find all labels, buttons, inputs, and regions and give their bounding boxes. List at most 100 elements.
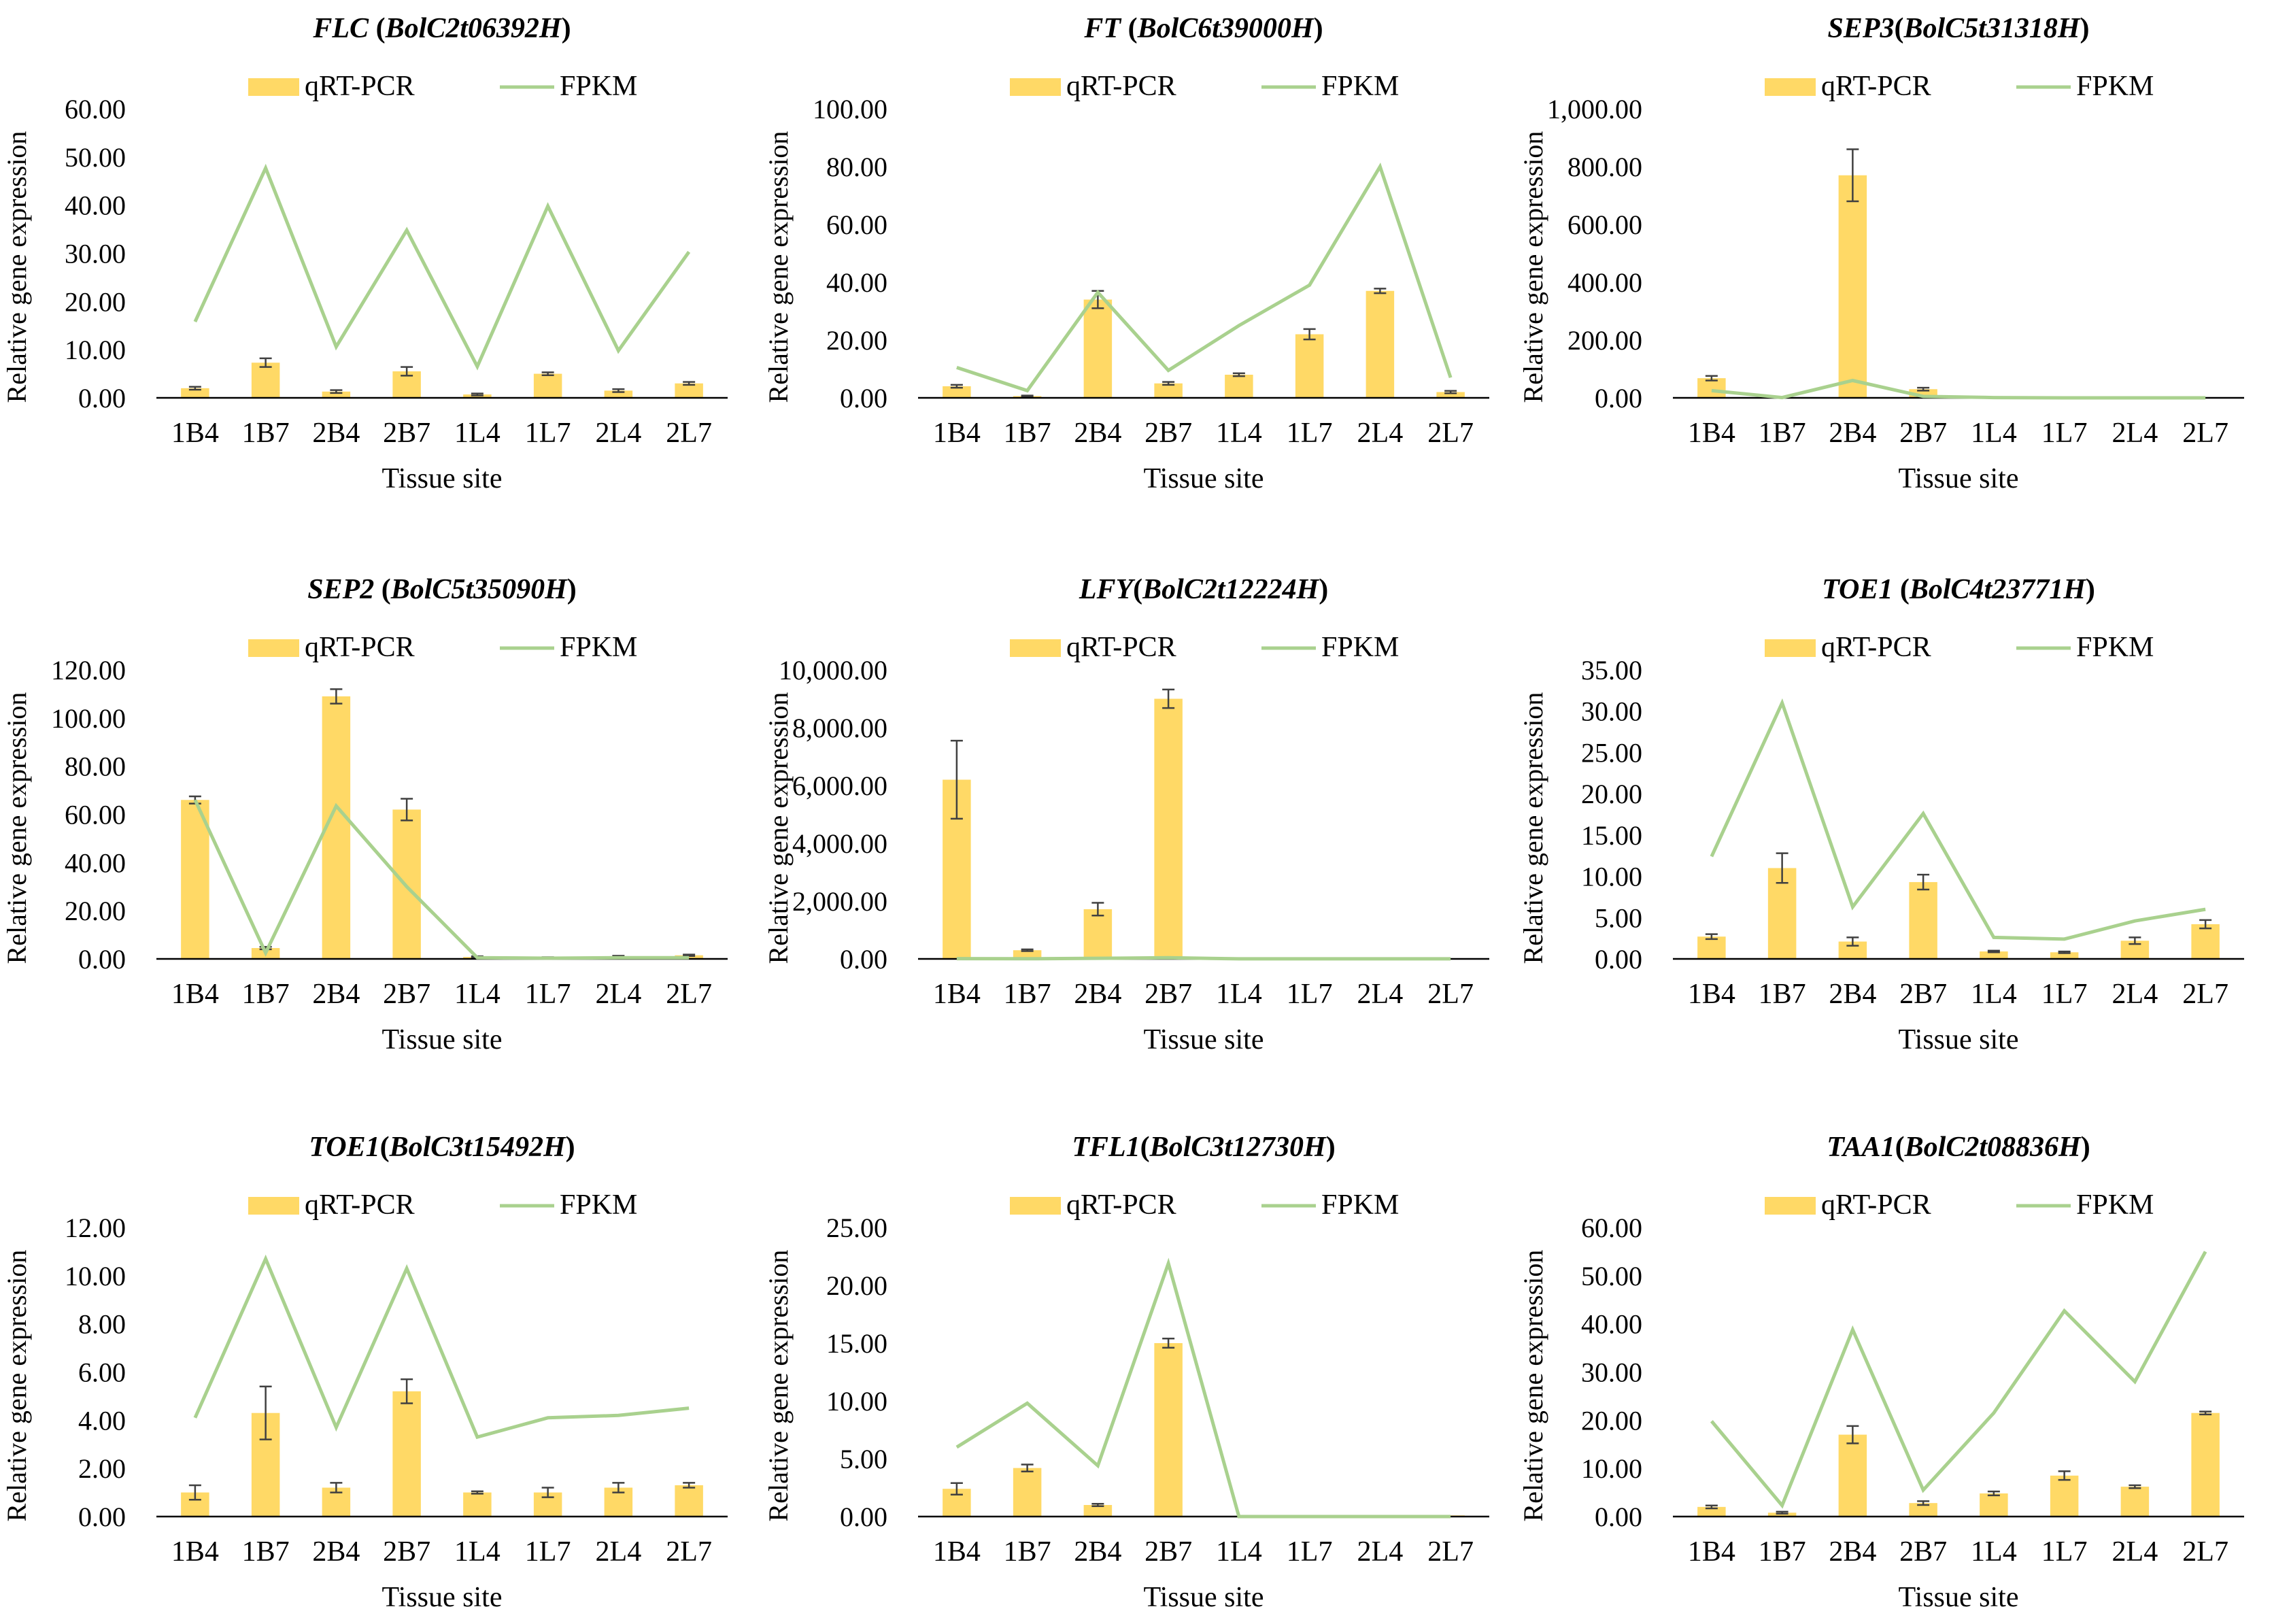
- bar-2B4: [1839, 175, 1867, 398]
- bar-series: [943, 288, 1465, 398]
- x-axis-label: Tissue site: [1143, 1582, 1264, 1613]
- x-tick-label: 1B4: [1688, 418, 1735, 449]
- error-bar-1B7: [1021, 396, 1034, 397]
- y-tick-label: 50.00: [1581, 1261, 1642, 1291]
- x-tick-label: 2B4: [312, 1536, 360, 1568]
- y-tick-label: 20.00: [65, 896, 126, 926]
- bar-series: [1697, 150, 2220, 399]
- y-axis-label: Relative gene expression: [1518, 1250, 1548, 1522]
- y-tick-label: 40.00: [65, 847, 126, 878]
- y-tick-label: 2.00: [78, 1453, 126, 1484]
- title-close-paren: ): [2086, 574, 2095, 605]
- y-tick-label: 5.00: [1595, 902, 1642, 933]
- x-tick-label: 2B4: [1829, 1536, 1876, 1568]
- x-tick-label: 2L4: [596, 1536, 642, 1568]
- y-tick-label: 0.00: [1595, 944, 1642, 975]
- y-tick-label: 0.00: [78, 1502, 126, 1532]
- x-tick-label: 2L4: [596, 979, 642, 1010]
- x-tick-label: 2L7: [666, 1536, 712, 1568]
- chart-title: FT (BolC6t39000H): [1083, 13, 1323, 44]
- x-tick-label: 2L4: [1357, 418, 1404, 449]
- x-tick-label: 1B4: [171, 979, 219, 1010]
- x-axis-label: Tissue site: [1143, 463, 1264, 494]
- chart-title: SEP2 (BolC5t35090H): [307, 574, 577, 605]
- title-gene-name: FT: [1083, 13, 1122, 44]
- title-gene-id: BolC6t39000H: [1137, 13, 1315, 44]
- y-tick-label: 30.00: [65, 239, 126, 269]
- x-tick-label: 2B4: [312, 418, 360, 449]
- x-tick-label: 1L4: [1216, 979, 1262, 1010]
- bar-series: [181, 1379, 703, 1517]
- bar-2B4: [1839, 1435, 1867, 1517]
- x-tick-label: 1L7: [1287, 979, 1333, 1010]
- bar-2B4: [1084, 300, 1113, 399]
- x-tick-label: 2B7: [1899, 979, 1947, 1010]
- y-tick-label: 10.00: [65, 1261, 126, 1291]
- error-bar-1L4: [1988, 951, 2000, 952]
- error-bar-1L7: [2058, 951, 2071, 953]
- bar-series: [181, 358, 703, 398]
- y-tick-label: 1,000.00: [1547, 94, 1642, 124]
- bar-series: [1697, 1412, 2220, 1517]
- x-tick-label: 1B7: [242, 1536, 290, 1568]
- line-series-fpkm: [1712, 381, 2205, 399]
- y-tick-label: 0.00: [840, 1502, 887, 1532]
- y-tick-label: 30.00: [1581, 696, 1642, 727]
- legend-swatch-qrt-pcr: [248, 639, 299, 657]
- x-tick-label: 1B4: [933, 1536, 981, 1568]
- bar-1L4: [1980, 1493, 2008, 1517]
- y-axis-label: Relative gene expression: [1, 131, 32, 403]
- y-tick-label: 20.00: [65, 286, 126, 317]
- bar-2L7: [2191, 1413, 2220, 1517]
- legend-label-fpkm: FPKM: [560, 71, 637, 102]
- title-gene-id: BolC3t12730H: [1149, 1132, 1327, 1163]
- chart-title: TOE1(BolC3t15492H): [309, 1132, 575, 1163]
- x-tick-label: 1B7: [1004, 979, 1051, 1010]
- legend-label-fpkm: FPKM: [560, 632, 637, 663]
- x-tick-label: 2B4: [1074, 979, 1121, 1010]
- x-tick-label: 2B7: [1145, 979, 1192, 1010]
- x-tick-label: 2B7: [1899, 418, 1947, 449]
- title-open-paren: (: [1121, 13, 1138, 44]
- x-tick-label: 2L7: [2182, 979, 2228, 1010]
- y-axis-label: Relative gene expression: [763, 131, 794, 403]
- x-tick-label: 1L7: [525, 979, 571, 1010]
- y-tick-label: 10.00: [1581, 862, 1642, 892]
- x-tick-label: 1L4: [1216, 418, 1262, 449]
- bar-series: [943, 1338, 1465, 1517]
- title-gene-id: BolC4t23771H: [1909, 574, 2086, 605]
- legend-swatch-qrt-pcr: [1765, 639, 1816, 657]
- title-gene-name: TAA1: [1827, 1132, 1895, 1163]
- chart-title: LFY(BolC2t12224H): [1079, 574, 1328, 605]
- x-tick-label: 1B7: [1759, 979, 1806, 1010]
- x-tick-label: 2L4: [2112, 1536, 2158, 1568]
- y-tick-label: 15.00: [1581, 820, 1642, 851]
- x-tick-label: 1B7: [242, 418, 290, 449]
- title-gene-name: SEP3: [1827, 13, 1894, 44]
- y-tick-label: 0.00: [1595, 1502, 1642, 1532]
- legend-swatch-qrt-pcr: [1010, 639, 1061, 657]
- title-gene-id: BolC5t31318H: [1903, 13, 2080, 44]
- y-tick-label: 40.00: [65, 190, 126, 221]
- x-tick-label: 1L7: [2041, 979, 2088, 1010]
- x-tick-label: 2B7: [383, 979, 430, 1010]
- title-gene-id: BolC5t35090H: [390, 574, 568, 605]
- legend-swatch-qrt-pcr: [1010, 78, 1061, 96]
- bar-series: [1697, 853, 2220, 959]
- title-close-paren: ): [567, 574, 577, 605]
